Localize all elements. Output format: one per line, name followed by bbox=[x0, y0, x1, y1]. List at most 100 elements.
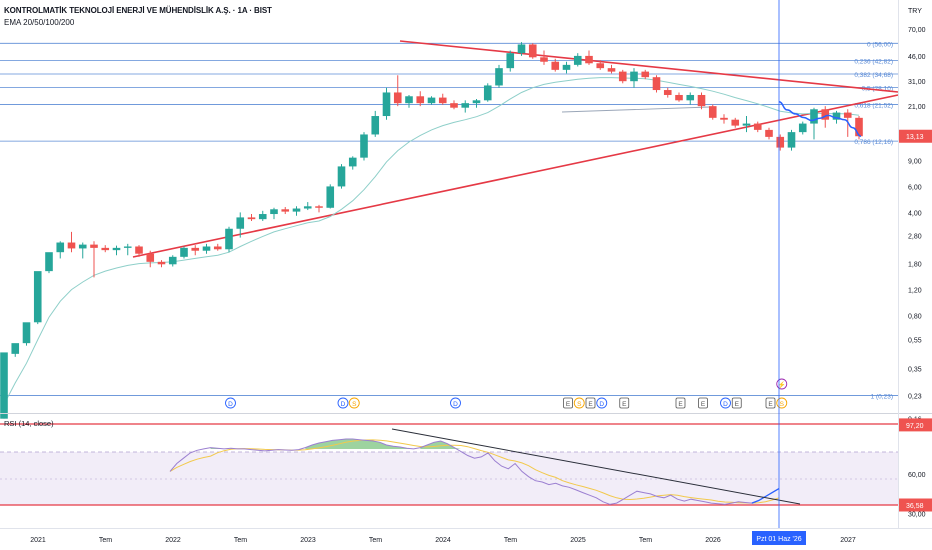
candle[interactable] bbox=[787, 129, 796, 151]
candle-body[interactable] bbox=[360, 134, 368, 158]
candle[interactable] bbox=[753, 121, 762, 133]
candle-body[interactable] bbox=[281, 209, 290, 212]
event-marker[interactable]: E bbox=[698, 397, 708, 409]
candle-body[interactable] bbox=[776, 136, 785, 148]
candle-body[interactable] bbox=[348, 157, 357, 167]
candle-body[interactable] bbox=[168, 256, 177, 265]
candle[interactable] bbox=[168, 255, 177, 267]
candle[interactable] bbox=[225, 226, 233, 253]
candle[interactable] bbox=[45, 252, 53, 274]
candle-body[interactable] bbox=[855, 117, 863, 137]
candle[interactable] bbox=[416, 91, 425, 107]
candle-body[interactable] bbox=[236, 217, 245, 229]
flash-event[interactable]: ⚡ bbox=[776, 378, 788, 390]
candle[interactable] bbox=[371, 110, 380, 137]
candle[interactable] bbox=[562, 61, 571, 74]
candle[interactable] bbox=[742, 116, 751, 133]
candle[interactable] bbox=[101, 245, 110, 253]
candle[interactable] bbox=[798, 121, 807, 135]
candle[interactable] bbox=[303, 202, 312, 211]
candle[interactable] bbox=[551, 58, 560, 72]
candle-body[interactable] bbox=[686, 94, 695, 101]
candle[interactable] bbox=[697, 92, 706, 110]
candle-body[interactable] bbox=[146, 253, 155, 262]
event-marker[interactable]: D bbox=[720, 397, 731, 409]
price-axis[interactable]: TRY 70,00 46,00 31,00 21,00 9,00 6,00 4,00 2,80 1… bbox=[899, 8, 932, 424]
candle[interactable] bbox=[731, 117, 740, 128]
candle[interactable] bbox=[292, 206, 301, 216]
candle-body[interactable] bbox=[292, 208, 301, 212]
candle-body[interactable] bbox=[742, 123, 751, 126]
candle[interactable] bbox=[618, 69, 627, 84]
candle-body[interactable] bbox=[652, 77, 661, 91]
events-row[interactable]: D D S D E S E D E E E D E E S⚡ bbox=[225, 378, 788, 409]
candle-body[interactable] bbox=[618, 71, 627, 82]
candle-body[interactable] bbox=[517, 44, 526, 54]
consolidation-line[interactable] bbox=[561, 106, 711, 113]
candle[interactable] bbox=[630, 68, 638, 88]
candle[interactable] bbox=[0, 352, 8, 419]
candle-body[interactable] bbox=[191, 247, 200, 251]
event-marker[interactable]: D bbox=[450, 397, 461, 409]
candle[interactable] bbox=[675, 92, 683, 102]
price-pane[interactable] bbox=[0, 0, 898, 413]
candle[interactable] bbox=[652, 75, 661, 93]
candle-body[interactable] bbox=[450, 103, 458, 108]
candle-body[interactable] bbox=[56, 242, 65, 253]
candle[interactable] bbox=[78, 242, 87, 259]
candle-body[interactable] bbox=[438, 97, 447, 104]
event-marker[interactable]: E bbox=[619, 397, 630, 409]
candle-body[interactable] bbox=[731, 119, 740, 126]
candle[interactable] bbox=[22, 322, 31, 346]
candle-body[interactable] bbox=[641, 71, 650, 78]
event-marker[interactable]: D bbox=[225, 397, 236, 409]
candle-body[interactable] bbox=[663, 90, 672, 95]
candle[interactable] bbox=[427, 96, 436, 105]
candle[interactable] bbox=[191, 245, 200, 256]
candle-body[interactable] bbox=[821, 109, 830, 120]
candle-body[interactable] bbox=[157, 261, 166, 265]
candle[interactable] bbox=[438, 93, 447, 105]
candle-body[interactable] bbox=[225, 228, 233, 250]
candle-body[interactable] bbox=[472, 100, 481, 104]
candle-body[interactable] bbox=[123, 246, 132, 248]
candle[interactable] bbox=[765, 127, 773, 140]
candle[interactable] bbox=[202, 243, 211, 254]
candles[interactable] bbox=[0, 42, 863, 419]
event-marker[interactable]: S bbox=[776, 397, 788, 409]
event-marker[interactable]: D bbox=[337, 397, 349, 409]
candle[interactable] bbox=[517, 42, 526, 56]
candle[interactable] bbox=[483, 83, 492, 102]
candle-body[interactable] bbox=[67, 242, 76, 249]
candle-body[interactable] bbox=[202, 246, 211, 251]
candle-body[interactable] bbox=[787, 132, 796, 148]
event-marker[interactable]: S bbox=[573, 397, 585, 409]
candle-body[interactable] bbox=[337, 166, 346, 187]
candle[interactable] bbox=[123, 243, 132, 256]
candle-body[interactable] bbox=[258, 214, 267, 220]
candle-body[interactable] bbox=[843, 112, 852, 118]
candle-body[interactable] bbox=[101, 247, 110, 251]
candle[interactable] bbox=[348, 156, 357, 170]
candle[interactable] bbox=[461, 100, 470, 113]
candle-body[interactable] bbox=[427, 97, 436, 104]
event-marker[interactable]: E bbox=[563, 397, 573, 409]
candle[interactable] bbox=[810, 107, 818, 140]
candle-body[interactable] bbox=[675, 94, 683, 101]
candle-body[interactable] bbox=[573, 55, 582, 65]
candle[interactable] bbox=[270, 207, 278, 220]
event-marker[interactable]: E bbox=[731, 397, 742, 409]
fib-levels[interactable]: 0 (56,00) 0,236 (42,82) 0,382 (34,68) 0,5 (… bbox=[0, 41, 898, 400]
candle-body[interactable] bbox=[483, 85, 492, 101]
candle-body[interactable] bbox=[315, 206, 323, 208]
indicator-label[interactable]: EMA 20/50/100/200 bbox=[4, 18, 75, 27]
candle-body[interactable] bbox=[697, 94, 706, 107]
candle-body[interactable] bbox=[765, 129, 773, 137]
candle-body[interactable] bbox=[78, 244, 87, 249]
candle[interactable] bbox=[33, 271, 42, 325]
candle-body[interactable] bbox=[798, 123, 807, 133]
candle[interactable] bbox=[405, 94, 413, 108]
candle[interactable] bbox=[663, 87, 672, 98]
projection-path[interactable] bbox=[778, 100, 862, 137]
